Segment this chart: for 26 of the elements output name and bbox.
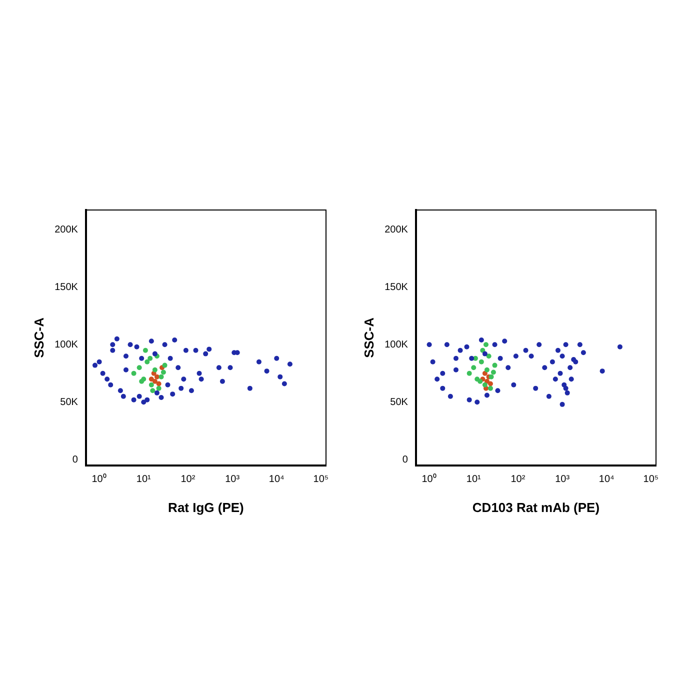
y-tick-label: 100K	[384, 339, 408, 350]
y-tick-label: 100K	[54, 339, 78, 350]
x-tick-label: 10³	[225, 474, 240, 486]
x-axis-title: Rat IgG (PE)	[168, 500, 244, 515]
y-tick-label: 0	[402, 454, 408, 466]
y-tick-label: 50K	[60, 396, 78, 408]
y-tick-label: 200K	[384, 224, 408, 236]
y-tick-label: 200K	[54, 224, 78, 236]
y-axis-title: SSC-A	[361, 316, 376, 358]
y-axis-title: SSC-A	[31, 316, 46, 358]
y-tick-label: 150K	[54, 282, 78, 293]
y-tick-label: 50K	[390, 396, 408, 408]
y-tick-label: 0	[72, 454, 78, 466]
x-tick-label: 10⁴	[598, 474, 614, 486]
x-tick-label: 10⁵	[313, 474, 329, 486]
x-tick-label: 10²	[510, 474, 526, 486]
x-tick-label: 10⁰	[92, 473, 107, 486]
x-tick-label: 10⁵	[643, 474, 659, 486]
x-tick-label: 10³	[555, 474, 570, 486]
x-tick-label: 10⁰	[422, 473, 437, 486]
x-tick-label: 10⁴	[268, 474, 284, 486]
x-tick-label: 10¹	[136, 474, 152, 486]
x-tick-label: 10¹	[466, 474, 482, 486]
y-tick-label: 150K	[384, 282, 408, 293]
x-axis-title: CD103 Rat mAb (PE)	[472, 500, 600, 515]
x-tick-label: 10²	[180, 474, 196, 486]
